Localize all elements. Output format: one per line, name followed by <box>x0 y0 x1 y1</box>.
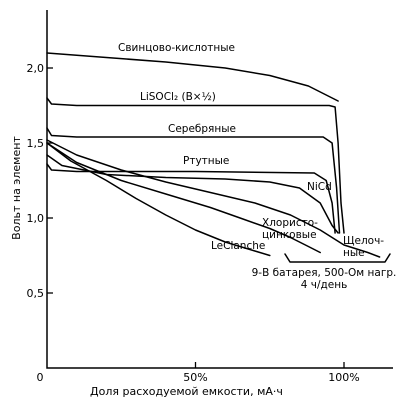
curves <box>46 52 381 258</box>
series-line <box>46 163 336 234</box>
x-tick-label: 0 <box>37 371 44 384</box>
x-tick-label: 50% <box>183 371 207 384</box>
series-line <box>46 127 341 234</box>
series-label: Ртутные <box>183 155 229 167</box>
y-tick-label: 2,0 <box>27 62 45 75</box>
x-tick-label: 100% <box>328 371 359 384</box>
series-line <box>46 52 339 102</box>
axis-lines <box>46 10 393 369</box>
series-line <box>46 142 321 254</box>
y-tick-label: 1,0 <box>27 212 45 225</box>
annotation-bracket <box>284 253 391 263</box>
series-label: Серебряные <box>168 123 236 135</box>
y-axis-title: Вольт на элемент <box>10 136 23 240</box>
annotation-text: 9-В батарея, 500-Ом нагр. 4 ч/день <box>252 267 397 291</box>
y-tick-label: 0,5 <box>27 287 45 300</box>
series-label: Хлористо-цинковые <box>262 217 318 241</box>
series-line <box>46 97 345 234</box>
series-labels: Свинцово-кислотные LiSOCl₂ (В×½) Серебряны… <box>118 42 396 291</box>
series-label: Щелоч-ные <box>343 235 384 259</box>
series-label: LeClanche <box>211 240 265 252</box>
series-line <box>46 154 339 234</box>
series-line <box>46 139 381 258</box>
x-axis-title: Доля расходуемой емкости, мА·ч <box>90 385 283 398</box>
series-line <box>46 142 271 257</box>
series-label: LiSOCl₂ (В×½) <box>140 91 216 103</box>
series-label: NiCd <box>307 181 332 193</box>
axes <box>46 10 393 369</box>
series-label: Свинцово-кислотные <box>118 42 235 54</box>
tick-labels: 0,5 1,0 1,5 2,0 0 50% 100% <box>27 62 360 384</box>
y-tick-label: 1,5 <box>27 137 45 150</box>
